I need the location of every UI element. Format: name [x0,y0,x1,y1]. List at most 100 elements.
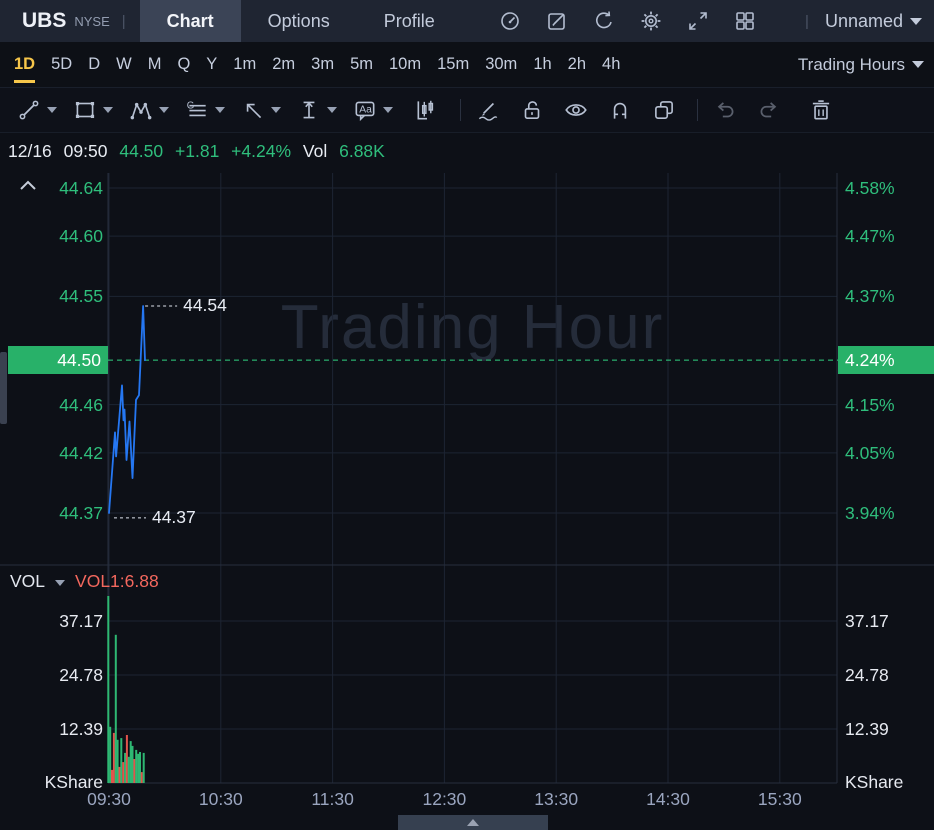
quote-last-price: 44.50 [119,141,164,161]
time-axis-label: 11:30 [311,789,354,809]
price-tick-left: 44.55 [59,286,103,307]
refresh-icon[interactable] [592,9,616,33]
quote-vol-label: Vol [302,141,328,161]
volume-bar [116,739,119,783]
quote-bar: 12/16 09:50 44.50 +1.81 +4.24% Vol 6.88K [8,141,392,162]
volume-bar [131,745,134,783]
volume-bar [135,749,138,783]
timeframe-5d[interactable]: 5D [43,46,80,83]
timeframe-1d[interactable]: 1D [6,46,43,83]
timeframe-label: 1m [233,55,257,73]
tool-shapes[interactable] [72,97,113,123]
volume-tick-right: 37.17 [845,610,889,631]
volume-bar [112,732,115,783]
time-axis-label: 09:30 [87,789,131,809]
left-scroll-indicator[interactable] [0,352,7,424]
timeframe-label: 2m [272,55,296,73]
chevron-down-icon[interactable] [55,579,66,586]
time-axis-label: 10:30 [198,789,243,809]
symbol-name[interactable]: UBS [22,9,67,32]
edit-icon[interactable] [545,9,569,33]
volume-bar [125,735,128,783]
tab-profile-label: Profile [383,10,435,31]
timeframe-label: 30m [485,55,518,73]
undo-icon [717,102,734,118]
watermark: Trading Hour [280,293,665,362]
visibility-button[interactable] [563,97,589,123]
arrow-icon [246,103,262,119]
lock-button[interactable] [519,97,545,123]
volume-tick-right: 12.39 [845,718,889,739]
timeframe-label: M [147,55,162,73]
continuous-drawing-button[interactable] [475,97,501,123]
layout-grid-icon[interactable] [733,9,757,33]
delete-button[interactable] [808,97,834,123]
session-selector-label: Trading Hours [797,54,905,74]
volume-tick-left: 37.17 [59,610,103,631]
clone-button[interactable] [651,97,677,123]
redo-button[interactable] [756,97,782,123]
chevron-down-icon [271,107,281,113]
volume-bar [133,759,136,783]
tab-options[interactable]: Options [241,0,357,42]
timeframe-10m[interactable]: 10m [381,46,429,83]
candlestick-chart-button[interactable] [414,97,440,123]
volume-bar [120,738,123,783]
price-tick-left: 44.64 [59,178,103,199]
redo-icon [760,102,777,118]
chevron-down-icon [159,107,169,113]
timeframe-1m[interactable]: 1m [225,46,264,83]
timeframe-w[interactable]: W [108,46,140,83]
timeframe-items: 1D 5D D W M Q Y 1m 2m 3m 5m 10m 15m 30m 1h 2h 4h [6,42,628,88]
main-tabs: Chart Options Profile [139,0,462,42]
chevron-down-icon [383,107,393,113]
price-annotation: 44.37 [151,506,196,527]
tool-text-label[interactable]: Aa [352,97,393,123]
tool-measure[interactable] [296,97,337,123]
percent-tick-right: 4.58% [845,178,895,199]
tool-wave-pattern[interactable] [128,97,169,123]
gauge-icon[interactable] [498,9,522,33]
volume-tick-right: 24.78 [845,664,889,685]
chart-scrollbar[interactable] [398,815,548,830]
volume-unit-label-left: KShare [44,772,103,792]
volume-indicator-value[interactable]: VOL1:6.88 [75,571,159,591]
tab-chart[interactable]: Chart [139,0,241,42]
last-price-badge-left: 44.50 [8,346,108,374]
timeframe-d[interactable]: D [80,46,108,83]
tab-profile[interactable]: Profile [357,0,462,42]
session-selector[interactable]: Trading Hours [798,55,924,75]
timeframe-30m[interactable]: 30m [477,46,525,83]
timeframe-3m[interactable]: 3m [303,46,342,83]
percent-tick-right: 4.37% [845,286,895,307]
magnet-button[interactable] [607,97,633,123]
timeframe-q[interactable]: Q [169,46,198,83]
tool-arrow[interactable] [240,97,281,123]
quote-date: 12/16 [8,141,52,161]
timeframe-4h[interactable]: 4h [594,46,628,83]
volume-tick-left: 24.78 [59,664,103,685]
timeframe-2m[interactable]: 2m [264,46,303,83]
timeframe-1h[interactable]: 1h [525,46,559,83]
exchange-label: NYSE [74,13,110,29]
volume-indicator-name[interactable]: VOL [10,571,46,591]
timeframe-y[interactable]: Y [198,46,225,83]
timeframe-label: 4h [602,55,621,73]
last-price-badge-right: 4.24% [838,346,934,374]
percent-tick-right: 4.15% [845,394,895,415]
collapse-pane-chevron-icon[interactable] [19,180,37,191]
fullscreen-icon[interactable] [686,9,710,33]
timeframe-5m[interactable]: 5m [342,46,381,83]
timeframe-m[interactable]: M [140,46,170,83]
timeframe-2h[interactable]: 2h [560,46,594,83]
tool-trend-line[interactable] [16,97,57,123]
volume-bar [122,762,125,783]
timeframe-label: 1D [14,46,36,83]
undo-button[interactable] [712,97,738,123]
layout-menu[interactable]: | Unnamed [789,11,922,32]
settings-icon[interactable] [639,9,663,33]
tool-gann-lines[interactable]: G [184,97,225,123]
quote-change: +1.81 [175,141,220,161]
timeframe-15m[interactable]: 15m [429,46,477,83]
